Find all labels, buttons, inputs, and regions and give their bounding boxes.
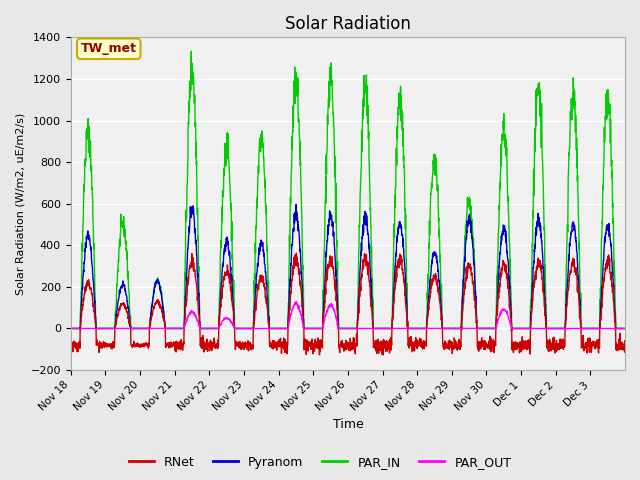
Legend: RNet, Pyranom, PAR_IN, PAR_OUT: RNet, Pyranom, PAR_IN, PAR_OUT (124, 451, 516, 474)
X-axis label: Time: Time (333, 419, 364, 432)
Text: TW_met: TW_met (81, 42, 137, 55)
Y-axis label: Solar Radiation (W/m2, uE/m2/s): Solar Radiation (W/m2, uE/m2/s) (15, 113, 25, 295)
Title: Solar Radiation: Solar Radiation (285, 15, 411, 33)
